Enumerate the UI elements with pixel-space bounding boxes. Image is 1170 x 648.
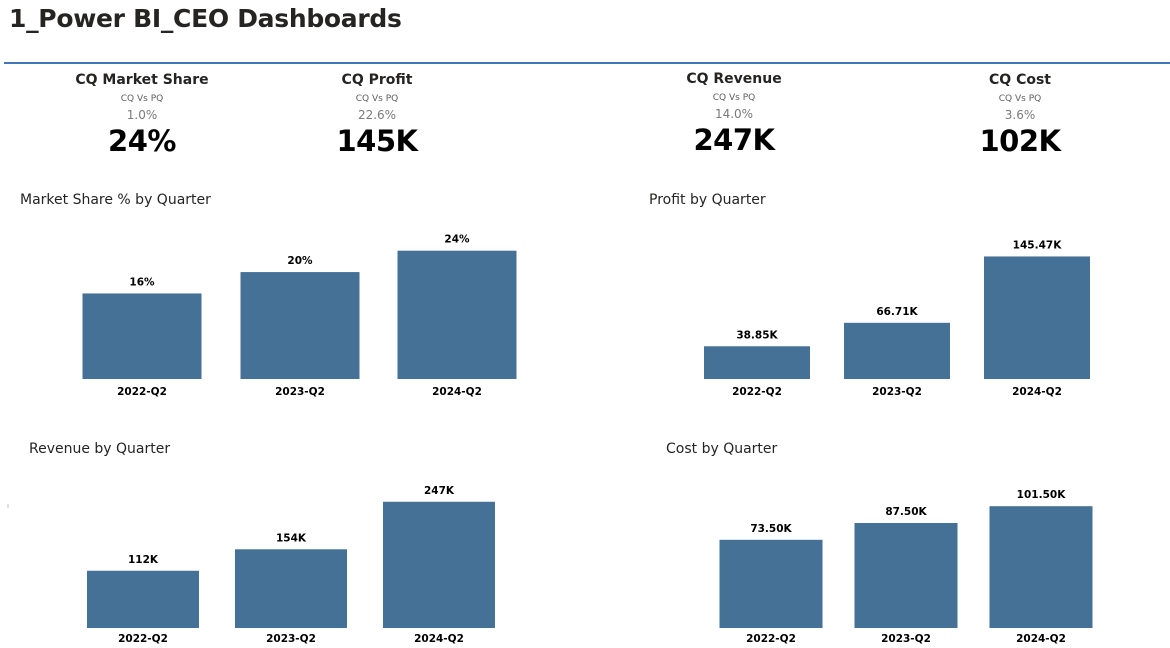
kpi-change: 14.0% — [714, 107, 754, 121]
data-label: 247K — [424, 485, 455, 497]
data-label: 20% — [287, 255, 313, 267]
bar-2022-Q2[interactable] — [82, 293, 202, 379]
x-tick-label: 2024-Q2 — [432, 386, 482, 398]
data-label: 73.50K — [750, 523, 792, 535]
chart-profit[interactable]: 38.85K 2022-Q2 66.71K 2023-Q2 145.47K 2024-Q2 — [585, 210, 1170, 405]
kpi-value: 247K — [693, 123, 775, 157]
data-label: 154K — [276, 532, 307, 544]
bar-2023-Q2[interactable] — [240, 272, 360, 379]
bar-2023-Q2[interactable] — [844, 322, 950, 379]
data-label: 38.85K — [736, 329, 778, 341]
kpi-change: 3.6% — [1004, 108, 1036, 122]
resize-handle[interactable] — [7, 504, 9, 508]
data-label: 66.71K — [876, 306, 918, 318]
bar-2024-Q2[interactable] — [397, 250, 517, 379]
kpi-card-revenue[interactable]: CQ Revenue CQ Vs PQ 14.0% 247K — [634, 69, 834, 156]
kpi-title: CQ Profit — [341, 72, 413, 88]
header-divider — [4, 62, 1170, 64]
kpi-subtitle: CQ Vs PQ — [998, 94, 1042, 104]
data-label: 112K — [128, 554, 159, 566]
chart-market-share[interactable]: 16% 2022-Q2 20% 2023-Q2 24% 2024-Q2 — [0, 210, 585, 405]
chart-cost[interactable]: 73.50K 2022-Q2 87.50K 2023-Q2 101.50K 2024-Q2 — [585, 460, 1170, 648]
kpi-title: CQ Cost — [989, 72, 1051, 88]
kpi-change: 1.0% — [126, 108, 158, 122]
bar-2022-Q2[interactable] — [704, 346, 810, 379]
x-tick-label: 2022-Q2 — [117, 386, 167, 398]
data-label: 145.47K — [1013, 239, 1063, 251]
kpi-card-market-share[interactable]: CQ Market Share CQ Vs PQ 1.0% 24% — [42, 70, 242, 157]
chart-title-market-share: Market Share % by Quarter — [20, 192, 211, 208]
data-label: 101.50K — [1017, 489, 1067, 501]
chart-title-cost: Cost by Quarter — [666, 441, 778, 457]
kpi-subtitle: CQ Vs PQ — [712, 93, 756, 103]
x-tick-label: 2023-Q2 — [881, 633, 931, 645]
bar-2024-Q2[interactable] — [989, 506, 1093, 628]
kpi-change: 22.6% — [357, 108, 397, 122]
kpi-title: CQ Market Share — [75, 72, 209, 88]
bar-2023-Q2[interactable] — [235, 549, 347, 628]
x-tick-label: 2023-Q2 — [266, 633, 316, 645]
kpi-card-profit[interactable]: CQ Profit CQ Vs PQ 22.6% 145K — [277, 70, 477, 157]
chart-title-profit: Profit by Quarter — [649, 192, 766, 208]
kpi-card-cost[interactable]: CQ Cost CQ Vs PQ 3.6% 102K — [920, 70, 1120, 157]
chart-title-revenue: Revenue by Quarter — [29, 441, 171, 457]
bar-2023-Q2[interactable] — [854, 523, 958, 628]
x-tick-label: 2022-Q2 — [746, 633, 796, 645]
x-tick-label: 2022-Q2 — [118, 633, 168, 645]
x-tick-label: 2024-Q2 — [414, 633, 464, 645]
bar-2022-Q2[interactable] — [87, 570, 199, 628]
kpi-subtitle: CQ Vs PQ — [355, 94, 399, 104]
x-tick-label: 2023-Q2 — [872, 386, 922, 398]
x-tick-label: 2024-Q2 — [1016, 633, 1066, 645]
x-tick-label: 2022-Q2 — [732, 386, 782, 398]
kpi-value: 145K — [336, 124, 418, 158]
kpi-value: 102K — [979, 124, 1061, 158]
data-label: 87.50K — [885, 506, 927, 518]
data-label: 16% — [129, 276, 155, 288]
chart-revenue[interactable]: 112K 2022-Q2 154K 2023-Q2 247K 2024-Q2 — [0, 460, 585, 648]
kpi-subtitle: CQ Vs PQ — [120, 94, 164, 104]
page-title: 1_Power BI_CEO Dashboards — [9, 4, 402, 33]
x-tick-label: 2023-Q2 — [275, 386, 325, 398]
kpi-value: 24% — [108, 124, 176, 158]
bar-2022-Q2[interactable] — [719, 539, 823, 628]
bar-2024-Q2[interactable] — [984, 256, 1090, 379]
bar-2024-Q2[interactable] — [383, 501, 495, 628]
kpi-title: CQ Revenue — [686, 71, 782, 87]
data-label: 24% — [444, 234, 470, 246]
x-tick-label: 2024-Q2 — [1012, 386, 1062, 398]
